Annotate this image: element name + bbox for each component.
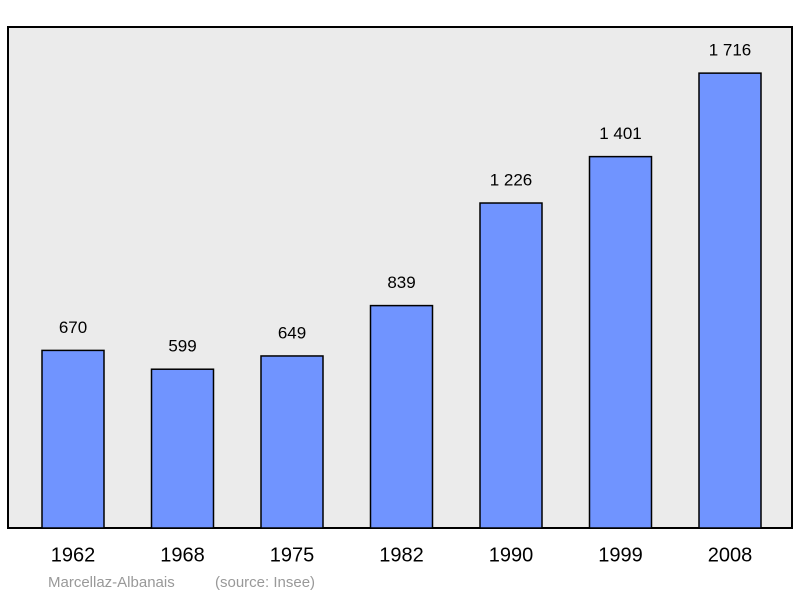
bar xyxy=(41,349,105,529)
value-label: 599 xyxy=(168,337,196,356)
value-label: 670 xyxy=(59,318,87,337)
x-tick-label: 1982 xyxy=(379,544,424,566)
x-tick-label: 2008 xyxy=(708,544,753,566)
x-tick-label: 1962 xyxy=(51,544,96,566)
value-label: 649 xyxy=(278,323,306,342)
x-tick-label: 1990 xyxy=(489,544,534,566)
bar xyxy=(698,72,762,529)
x-tick-label: 1999 xyxy=(598,544,643,566)
x-tick-label: 1968 xyxy=(160,544,205,566)
x-tick-label: 1975 xyxy=(270,544,315,566)
bar xyxy=(369,304,434,529)
caption: Marcellaz-Albanais xyxy=(48,574,175,591)
value-label: 1 716 xyxy=(709,41,752,60)
bar xyxy=(260,355,324,529)
bar xyxy=(588,155,653,529)
value-label: 1 401 xyxy=(599,124,642,143)
bar xyxy=(150,368,215,529)
value-label: 839 xyxy=(387,273,415,292)
value-label: 1 226 xyxy=(490,170,533,189)
bar xyxy=(479,202,543,529)
source: (source: Insee) xyxy=(215,574,315,591)
